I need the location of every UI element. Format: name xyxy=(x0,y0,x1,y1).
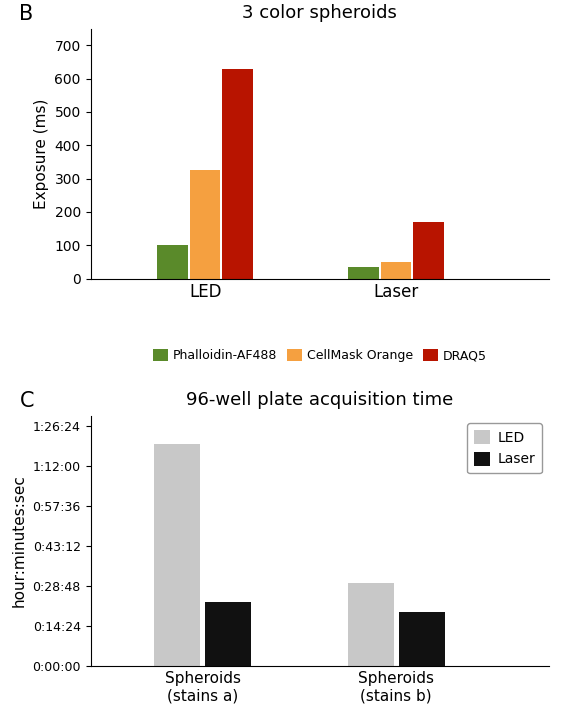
Bar xyxy=(222,69,253,279)
Bar xyxy=(205,602,251,666)
Bar xyxy=(413,222,444,279)
Bar xyxy=(190,170,221,279)
Bar xyxy=(348,583,393,666)
Legend: Phalloidin-AF488, CellMask Orange, DRAQ5: Phalloidin-AF488, CellMask Orange, DRAQ5 xyxy=(148,344,492,367)
Legend: LED, Laser: LED, Laser xyxy=(467,423,542,473)
Text: C: C xyxy=(19,391,34,411)
Bar xyxy=(398,611,444,666)
Y-axis label: Exposure (ms): Exposure (ms) xyxy=(34,98,49,209)
Title: 96-well plate acquisition time: 96-well plate acquisition time xyxy=(186,391,453,409)
Text: B: B xyxy=(19,4,34,24)
Bar xyxy=(157,245,188,279)
Y-axis label: hour:minutes:sec: hour:minutes:sec xyxy=(12,475,27,607)
Bar xyxy=(349,267,379,279)
Title: 3 color spheroids: 3 color spheroids xyxy=(242,4,397,21)
Bar xyxy=(381,262,411,279)
Bar xyxy=(154,444,200,666)
